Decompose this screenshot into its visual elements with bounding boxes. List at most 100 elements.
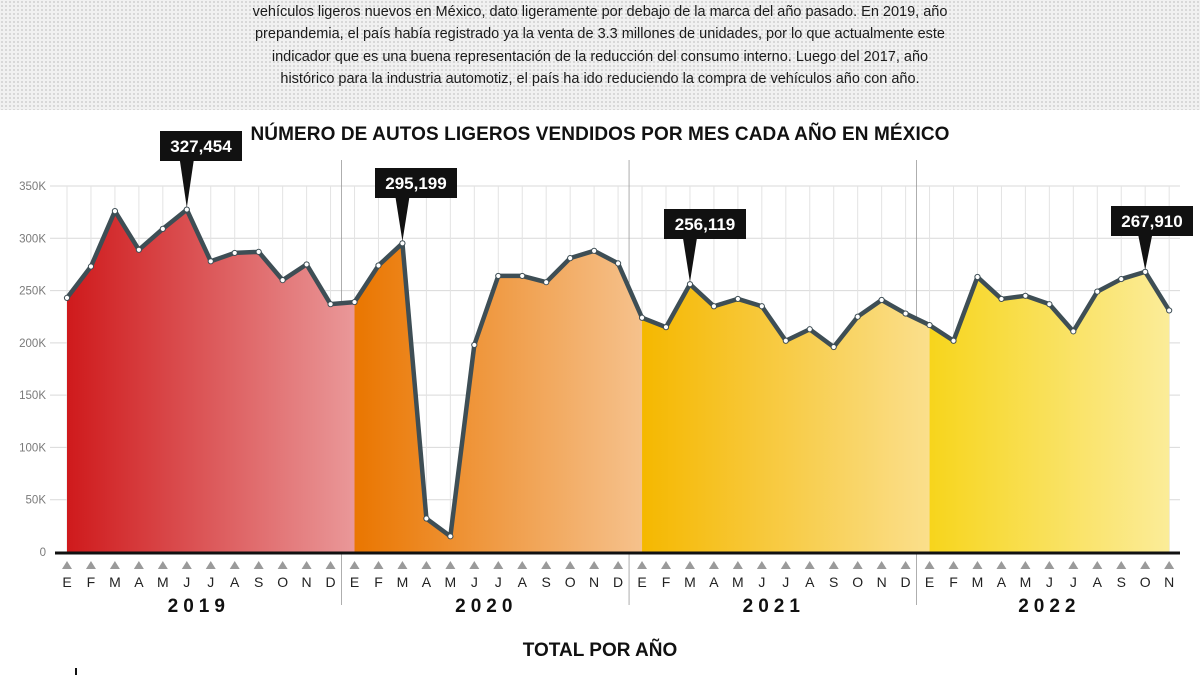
callout-pointer [1138, 235, 1153, 270]
month-marker [804, 561, 815, 569]
month-label: M [445, 574, 457, 590]
data-point [303, 261, 310, 268]
month-marker [589, 561, 600, 569]
month-marker [852, 561, 863, 569]
bottom-axis-tick [75, 668, 77, 675]
month-label: A [805, 574, 815, 590]
month-marker [684, 561, 695, 569]
data-point [662, 324, 670, 331]
month-marker [349, 561, 360, 569]
intro-line: indicador que es una buena representació… [271, 48, 929, 65]
data-point [854, 313, 861, 320]
month-marker [1068, 561, 1079, 569]
data-point [686, 281, 694, 288]
data-point [974, 273, 981, 281]
month-label: E [62, 574, 71, 590]
callout-2020: 295,199 [375, 168, 457, 242]
data-point [231, 249, 238, 257]
month-marker [1164, 561, 1175, 569]
month-label: J [1046, 574, 1053, 590]
callout-pointer [395, 197, 410, 242]
month-label: M [1020, 574, 1032, 590]
month-marker [756, 561, 767, 569]
month-label: M [684, 574, 696, 590]
y-tick-label: 250K [19, 286, 46, 298]
month-label: O [277, 574, 288, 590]
data-point [207, 258, 214, 265]
data-point [327, 301, 334, 308]
month-marker [229, 561, 240, 569]
data-point [591, 247, 598, 254]
data-point [1022, 292, 1029, 299]
month-marker [1092, 561, 1103, 569]
month-marker [469, 561, 480, 569]
month-label: M [109, 574, 121, 590]
data-point [567, 255, 574, 262]
month-label: M [732, 574, 744, 590]
month-marker [996, 561, 1007, 569]
year-label: 2021 [743, 596, 805, 617]
callout-pointer [682, 238, 697, 283]
data-line [63, 206, 1173, 540]
area-shade-2021 [642, 284, 930, 552]
month-label: A [1093, 574, 1103, 590]
month-marker [277, 561, 288, 569]
month-marker [253, 561, 264, 569]
data-point [1046, 301, 1053, 308]
callout-box [160, 131, 242, 161]
month-label: J [495, 574, 502, 590]
callout-box [664, 209, 746, 239]
data-point [1070, 328, 1077, 335]
month-marker [325, 561, 336, 569]
y-tick-label: 50K [26, 495, 47, 507]
data-point [399, 240, 406, 247]
month-label: M [972, 574, 984, 590]
year-label: 2022 [1018, 596, 1080, 617]
data-point [375, 262, 382, 269]
month-marker [948, 561, 959, 569]
month-label: J [207, 574, 214, 590]
intro-text: vehículos ligeros nuevos en México, dato… [230, 1, 970, 90]
data-point [423, 515, 430, 522]
month-label: O [565, 574, 576, 590]
callout-2019: 327,454 [160, 131, 242, 208]
data-point [998, 295, 1005, 303]
data-point [255, 248, 262, 255]
totals-title: TOTAL POR AÑO [522, 640, 678, 661]
month-label: E [637, 574, 646, 590]
month-marker [133, 561, 144, 569]
month-marker [613, 561, 624, 569]
month-label: F [87, 574, 96, 590]
data-point [519, 272, 526, 280]
month-marker [924, 561, 935, 569]
month-label: A [997, 574, 1007, 590]
data-point [447, 533, 454, 540]
callout-label: 267,910 [1121, 212, 1182, 231]
month-label: N [877, 574, 887, 590]
y-tick-label: 350K [19, 181, 46, 193]
month-marker [637, 561, 648, 569]
month-marker [493, 561, 504, 569]
month-marker [661, 561, 671, 569]
data-point [159, 225, 166, 232]
month-label: O [852, 574, 863, 590]
month-label: D [325, 574, 335, 590]
data-point [471, 341, 478, 349]
month-label: N [1164, 574, 1174, 590]
month-marker [445, 561, 456, 569]
month-marker [157, 561, 168, 569]
data-point [1166, 307, 1173, 314]
data-point [878, 296, 885, 304]
month-marker [181, 561, 192, 569]
month-marker [972, 561, 983, 569]
data-point [279, 277, 286, 284]
month-label: M [157, 574, 169, 590]
month-label: J [183, 574, 190, 590]
month-label: J [1070, 574, 1077, 590]
month-label: A [518, 574, 528, 590]
intro-panel: vehículos ligeros nuevos en México, dato… [0, 0, 1200, 110]
month-marker [109, 561, 120, 569]
data-point [758, 303, 765, 310]
